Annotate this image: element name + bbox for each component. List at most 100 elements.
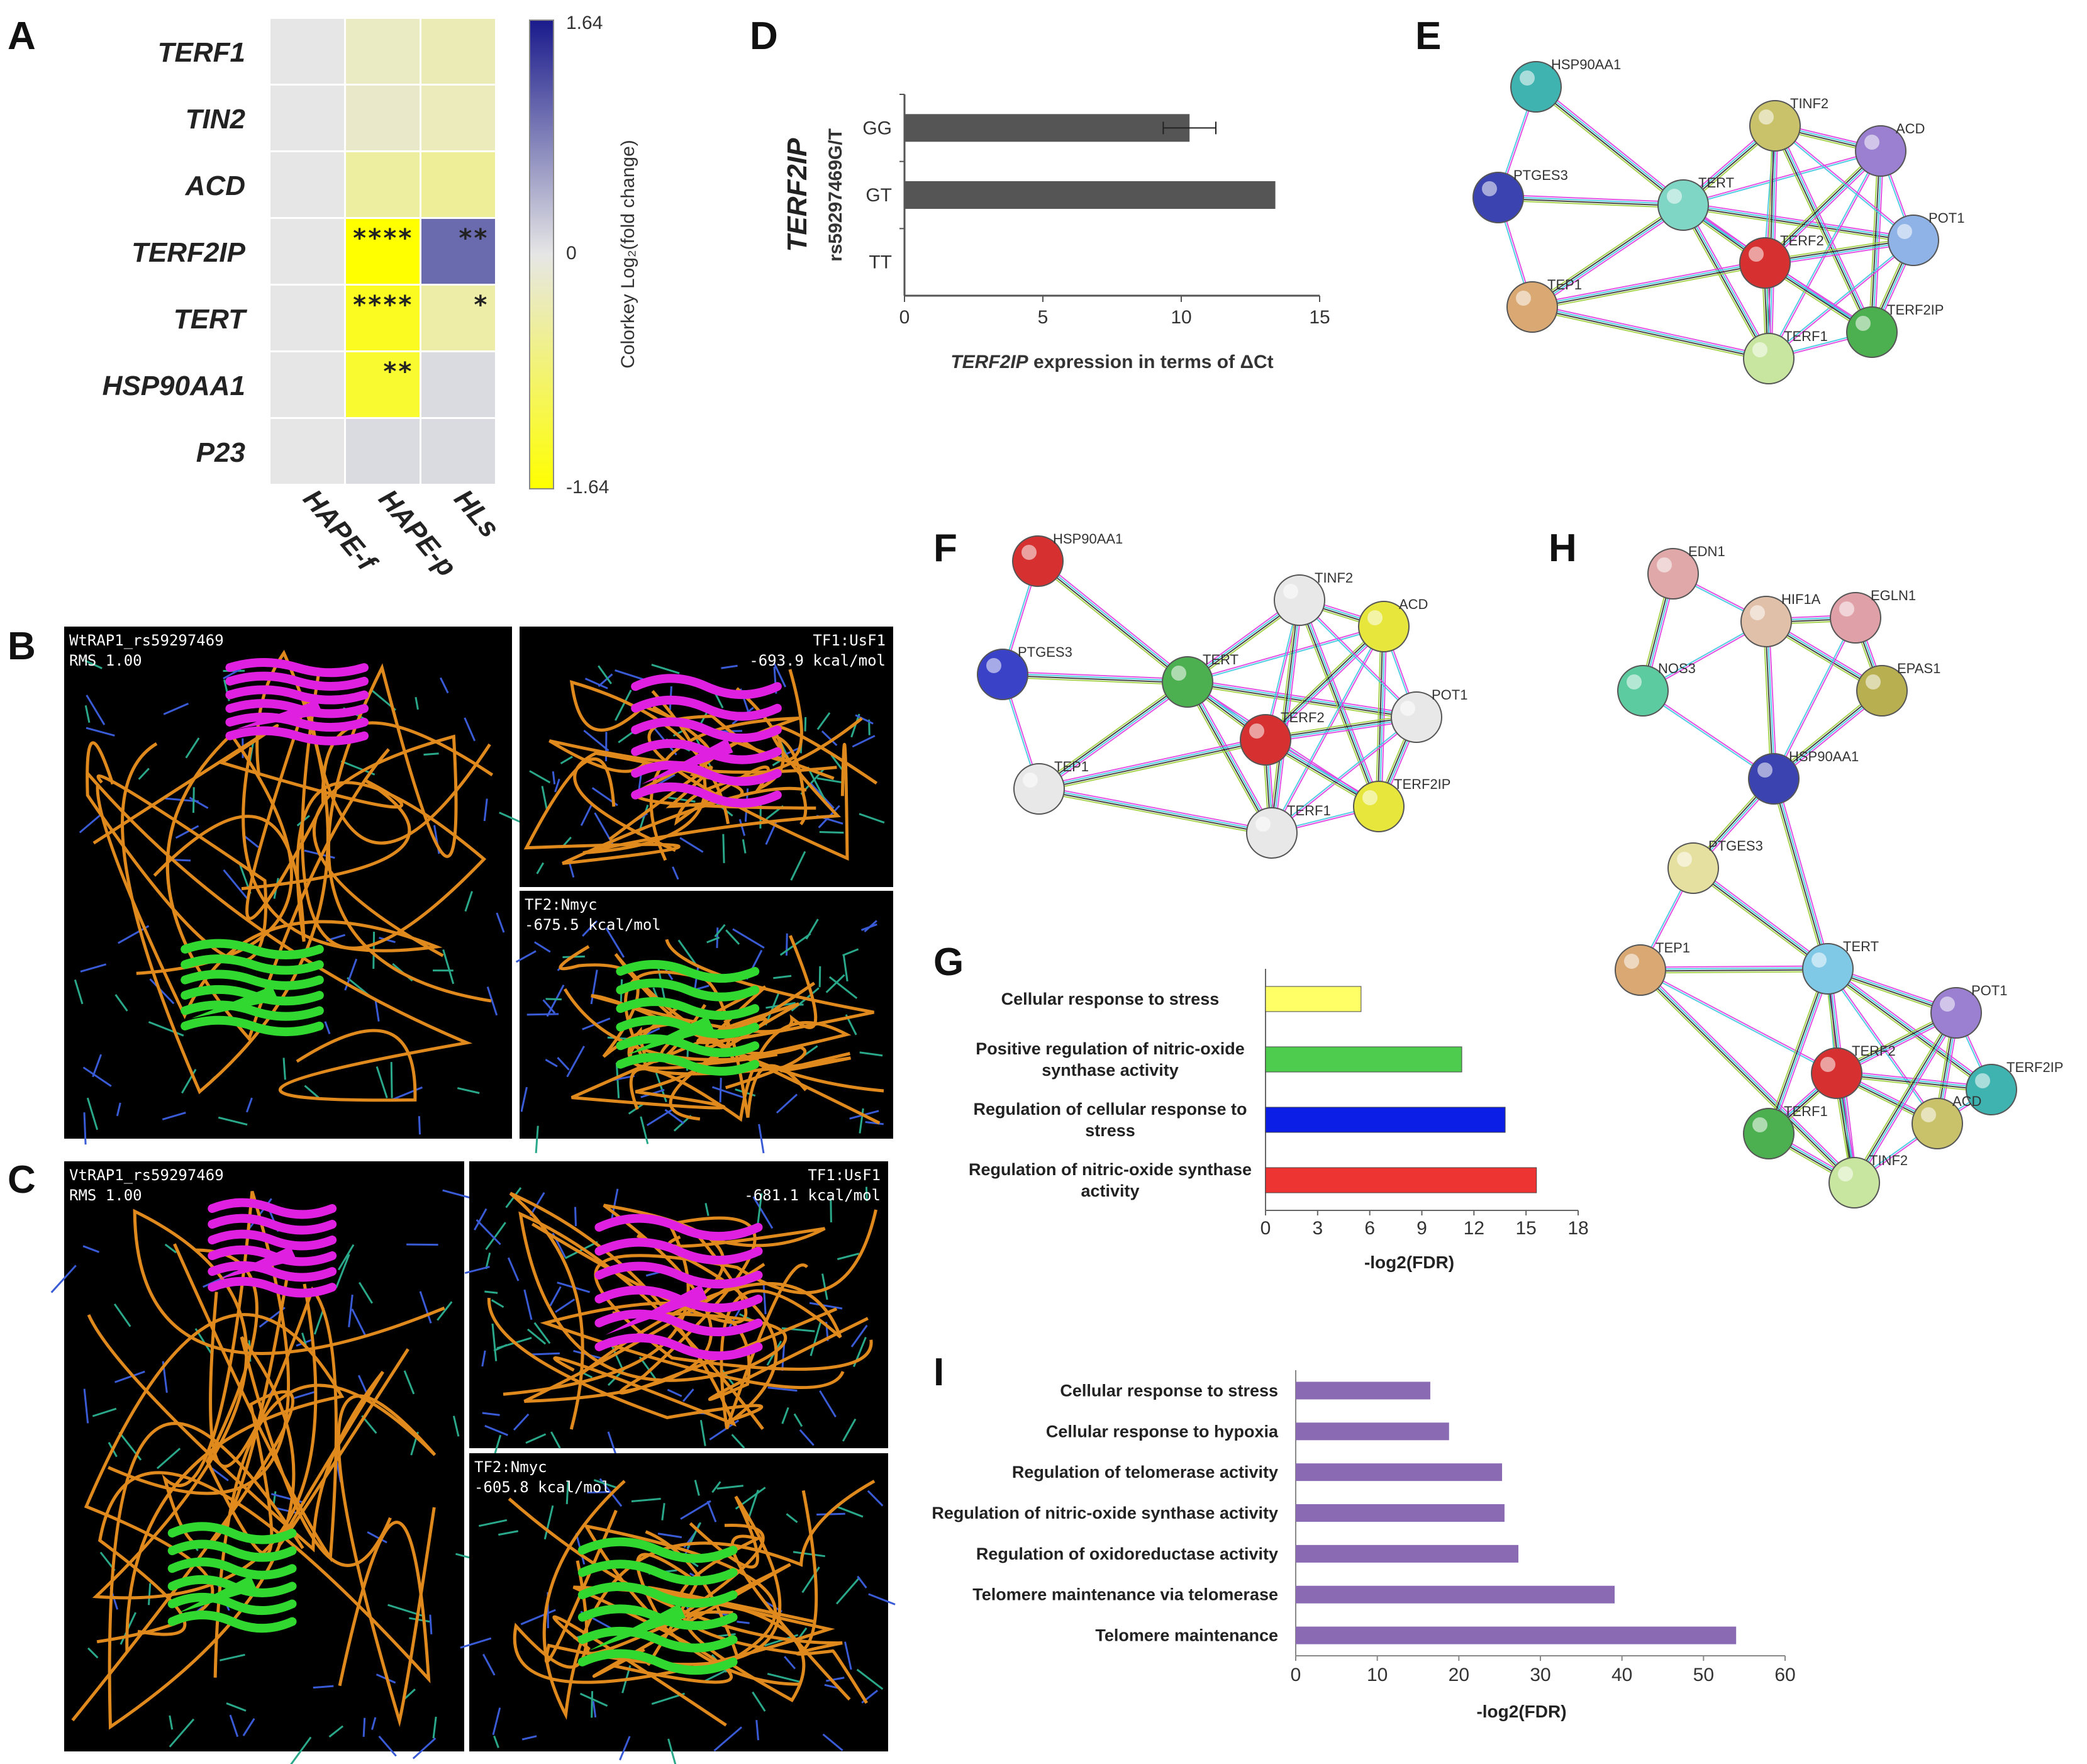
network-node-label: PTGES3 [1018, 644, 1072, 660]
x-tick-label: 0 [1291, 1665, 1301, 1685]
dna-base-pair [821, 730, 838, 746]
network-node-label: NOS3 [1658, 661, 1696, 676]
dna-base-pair [301, 1332, 307, 1346]
dna-base-pair [521, 1735, 537, 1741]
dna-base-pair [526, 1013, 559, 1016]
dna-base-pair [535, 1125, 539, 1153]
bar [1296, 1422, 1449, 1441]
dna-base-pair [79, 812, 104, 834]
network-edge [1532, 265, 1766, 311]
dna-base-pair [483, 798, 488, 822]
colorbar [529, 20, 554, 489]
dna-backbone [580, 1263, 842, 1429]
x-tick-label: 50 [1693, 1665, 1714, 1685]
network-edge [1695, 865, 1830, 968]
bar [1296, 1382, 1430, 1400]
network-edge [1188, 627, 1384, 684]
dna-base-pair [485, 1222, 506, 1251]
dna-base-pair [699, 1420, 706, 1446]
dna-base-pair [87, 1647, 99, 1659]
docking-panel-c: VtRAP1_rs59297469 RMS 1.00 TF1:UsF1 -681.1 … [50, 1161, 896, 1764]
network-node-label: POT1 [1928, 210, 1964, 226]
heatmap-cell [421, 286, 495, 350]
network-node-label: TERF1 [1784, 1103, 1828, 1119]
protein-tf1 [631, 761, 782, 786]
network-edge [1531, 203, 1683, 307]
dna-base-pair [493, 1344, 508, 1352]
network-edge [1827, 969, 1991, 1091]
network-edge [1272, 600, 1301, 834]
network-edge [1535, 87, 1683, 206]
network-node-label: ACD [1952, 1093, 1981, 1109]
network-node-highlight [1362, 790, 1377, 805]
tf2-energy: -675.5 kcal/mol [525, 916, 661, 934]
dna-base-pair [704, 1203, 710, 1217]
dna-base-pair [223, 667, 242, 680]
dna-base-pair [557, 1057, 570, 1071]
heatmap-cell [270, 286, 344, 350]
heatmap-row-label: TERF1 [158, 37, 245, 68]
network-edge [1762, 622, 1772, 779]
significance-mark: **** [352, 291, 413, 320]
network-node-label: TERF2IP [1887, 302, 1944, 318]
panel-letter-b: B [8, 625, 36, 668]
protein-tf2 [178, 1575, 257, 1613]
network-edge [1533, 206, 1686, 310]
network-edge [1872, 151, 1883, 333]
dna-base-pair [536, 862, 545, 874]
protein-tf2 [181, 1000, 324, 1021]
dna-base-pair [819, 1390, 837, 1418]
network-edge [1184, 683, 1270, 835]
protein-tf2 [577, 1649, 738, 1675]
protein-tf2 [181, 954, 324, 975]
protein-tf1 [594, 1237, 763, 1265]
network-node-label: POT1 [1971, 983, 2007, 998]
network-edge [1379, 627, 1386, 807]
heatmap-row-label: HSP90AA1 [103, 371, 245, 401]
bar-category-label: synthase activity [1042, 1061, 1179, 1080]
network-edge [1825, 970, 1990, 1093]
network-node-highlight [1838, 1166, 1853, 1181]
dna-base-pair [169, 1715, 174, 1730]
network-edge [1296, 601, 1377, 808]
bar [1265, 986, 1362, 1012]
dna-base-pair [554, 778, 560, 793]
structure-title: WtRAP1_rs59297469 [69, 632, 224, 649]
network-edge [1767, 968, 1828, 1134]
network-node-highlight [1657, 557, 1672, 572]
network-edge [1002, 676, 1188, 686]
dna-base-pair [486, 986, 498, 1016]
network-node-highlight [1249, 723, 1264, 739]
network-edge [1773, 126, 1872, 333]
dna-base-pair [850, 1324, 868, 1348]
x-tick-label: 0 [899, 307, 910, 328]
network-edge [1037, 561, 1188, 683]
network-edge [1186, 682, 1272, 834]
network-node-label: PTGES3 [1708, 838, 1763, 854]
dna-base-pair [804, 1045, 818, 1056]
network-edge [1039, 682, 1189, 791]
dna-base-pair [738, 818, 746, 836]
dna-base-pair [513, 1413, 530, 1431]
significance-mark: **** [352, 224, 413, 253]
dna-base-pair [711, 1086, 746, 1099]
dna-base-pair [437, 1301, 453, 1321]
dna-base-pair [785, 933, 788, 956]
network-node-highlight [1255, 817, 1271, 832]
network-node-highlight [1400, 701, 1415, 716]
protein-tf2 [626, 1015, 714, 1056]
network-edge [1498, 194, 1684, 203]
dna-base-pair [211, 1467, 229, 1482]
colorbar-min-label: -1.64 [566, 477, 609, 498]
colorbar-mid-label: 0 [566, 243, 577, 264]
protein-tf2 [167, 1593, 297, 1615]
protein-tf1 [642, 739, 733, 784]
dna-base-pair [92, 1054, 103, 1078]
dna-base-pair [492, 1707, 501, 1736]
bar-category-label: Regulation of nitric-oxide synthase acti… [932, 1504, 1278, 1522]
network-edge [1693, 866, 1829, 969]
network-node-highlight [1897, 224, 1912, 239]
protein-tf1 [225, 712, 369, 732]
network-edge [1776, 778, 1832, 969]
x-tick-label: 10 [1171, 307, 1191, 328]
